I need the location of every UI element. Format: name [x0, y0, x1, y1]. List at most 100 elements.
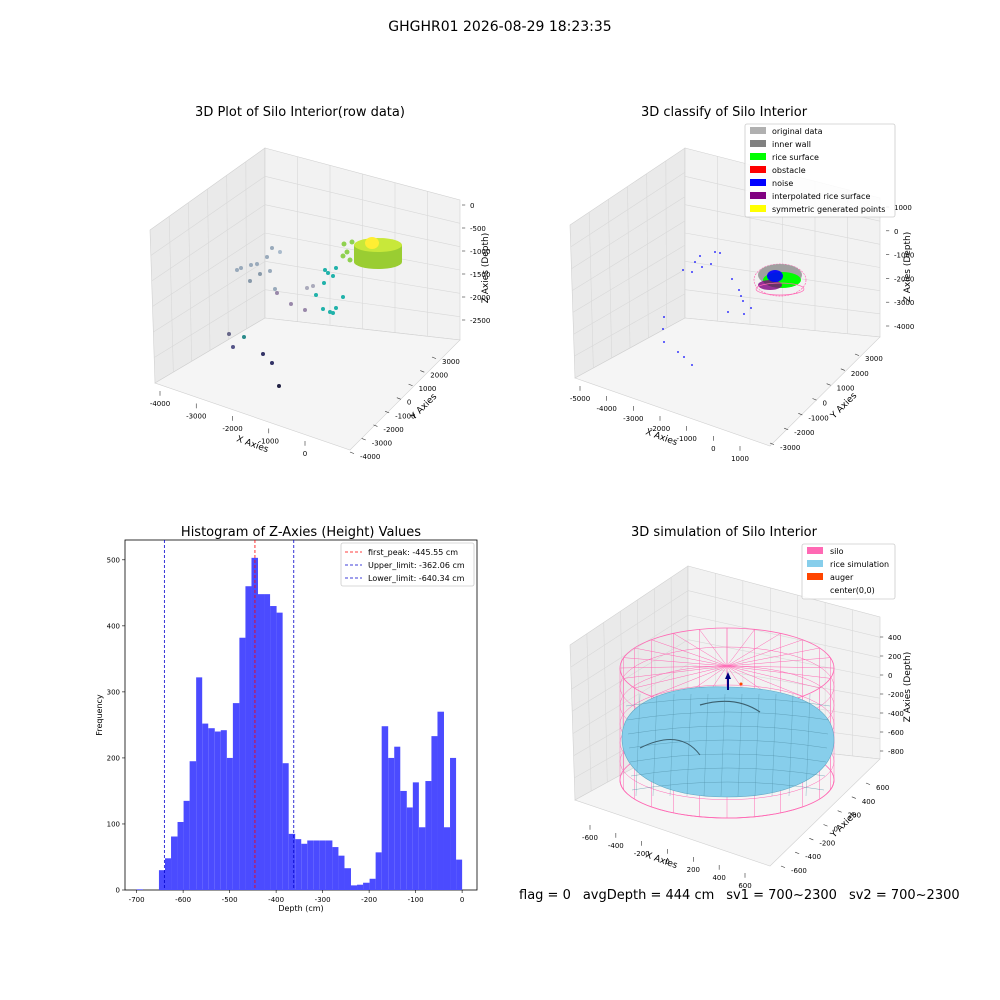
grid-line: [603, 622, 608, 783]
silo-top-spoke: [634, 647, 728, 667]
raw-scatter-point: [303, 308, 307, 312]
silo-top-spoke: [623, 665, 728, 679]
raw-y-ticks: 3000 2000 1000 0 -1000 -2000 -3000 -4000: [349, 356, 460, 461]
raw-scatter-point: [326, 271, 330, 275]
raw-scatter-point: [249, 263, 253, 267]
classify-noise-point: [663, 316, 665, 318]
classify-noise-point: [701, 266, 703, 268]
classify-noise-point: [719, 252, 721, 254]
grid-line: [153, 261, 266, 333]
histogram-bar: [158, 870, 165, 890]
simulation-z-tick-label: 200: [888, 653, 901, 661]
grid-line: [264, 289, 461, 317]
grid-line: [687, 663, 881, 699]
histogram-bar: [363, 882, 370, 890]
simulation-x-axis-label: X Axies: [644, 850, 679, 871]
histogram-bar: [344, 868, 351, 890]
histogram-bar: [239, 637, 246, 890]
histogram-bar: [332, 847, 339, 890]
raw-scatter-point: [261, 352, 265, 356]
classify-noise-core: [767, 270, 783, 282]
classify-z-tick-label: -4000: [894, 323, 914, 331]
histogram-y-tick-label: 400: [107, 622, 120, 630]
histogram-bar: [288, 833, 296, 890]
histogram-bar: [202, 723, 209, 890]
sv1-text: sv1 = 700~2300: [726, 888, 837, 903]
raw-scatter-point: [334, 306, 338, 310]
histogram-y-tick-label: 500: [107, 556, 120, 564]
simulation-y-tick-label: -200: [819, 839, 835, 847]
grid-line: [572, 664, 689, 734]
histogram-bar: [136, 889, 143, 890]
simulation-z-axis-label: Z Axies (Depth): [903, 652, 913, 723]
histogram-x-ticks: -700 -600 -500 -400 -300 -200 -100 0: [129, 890, 464, 904]
histogram-bar: [208, 728, 215, 890]
silo-top-spoke: [651, 639, 728, 667]
classify-y-tick-mark: [854, 353, 860, 356]
panel-raw-3d: 3D Plot of Silo Interior(row data) -4000…: [149, 105, 491, 461]
raw-y-tick-label: 1000: [419, 385, 437, 393]
raw-scatter-point: [258, 272, 262, 276]
grid-line: [264, 176, 461, 224]
auger-tip: [725, 672, 731, 679]
histogram-bar: [325, 840, 333, 890]
raw-y-axis-label: Y Axies: [408, 392, 439, 423]
classify-noise-point: [731, 278, 733, 280]
raw-y-tick-label: -2000: [383, 426, 403, 434]
simulation-legend: silo rice simulation auger center(0,0): [801, 543, 896, 600]
rice-surface-mesh-v: [805, 693, 811, 797]
raw-ring-dot: [344, 249, 350, 255]
classify-noise-point: [691, 271, 693, 273]
classify-y-ticks: 3000 2000 1000 0 -1000 -2000 -3000: [769, 353, 883, 452]
histogram-title: Histogram of Z-Axies (Height) Values: [181, 525, 421, 540]
grid-line: [264, 261, 461, 294]
classify-x-tick-label: -5000: [570, 395, 590, 403]
raw-y-tick-mark: [349, 451, 355, 454]
grid-line: [646, 173, 649, 339]
raw-z-tick-label: 0: [470, 202, 474, 210]
grid-line: [627, 186, 631, 349]
classify-legend-label: obstacle: [772, 166, 806, 175]
raw-scatter-point: [323, 268, 327, 272]
classify-legend-label: original data: [772, 127, 823, 136]
histogram-legend: first_peak: -445.55 cm Upper_limit: -362.…: [340, 542, 475, 587]
classify-x-tick-label: -2000: [650, 425, 670, 433]
classify-y-tick-mark: [784, 427, 789, 431]
grid-line: [684, 289, 881, 315]
histogram-bar: [276, 612, 283, 890]
rice-surface-mesh: [629, 753, 827, 763]
histogram-bar: [264, 594, 271, 890]
grid-line: [264, 204, 461, 247]
raw-scatter-point: [311, 284, 315, 288]
simulation-z-tick-label: 400: [888, 634, 901, 642]
histogram-bar: [437, 711, 444, 890]
classify-y-tick-mark: [769, 442, 775, 445]
classify-noise-point: [714, 251, 716, 253]
simulation-legend-frame: [801, 543, 896, 600]
histogram-bar: [338, 855, 345, 890]
raw-y-tick-label: -4000: [360, 453, 380, 461]
classify-x-tick-label: -4000: [596, 405, 616, 413]
histogram-y-ticks: 0 100 200 300 400 500: [107, 556, 125, 895]
raw-y-tick-mark: [373, 424, 378, 427]
histogram-bar: [196, 677, 203, 890]
histogram-bars: [136, 557, 463, 890]
classify-y-tick-label: 0: [823, 400, 827, 408]
raw-x-tick-label: -3000: [186, 413, 206, 421]
classify-legend: original data inner wall rice surface obsta…: [744, 123, 896, 218]
panel-classify-title: 3D classify of Silo Interior: [641, 105, 808, 120]
histogram-bar: [301, 843, 308, 890]
classify-legend-swatch: [750, 192, 766, 199]
classify-y-tick-label: -3000: [780, 444, 800, 452]
raw-y-tick-mark: [385, 411, 390, 414]
classify-legend-frame: [744, 123, 896, 218]
classify-x-tick-label: 0: [711, 445, 715, 453]
classify-silo-cluster: [753, 263, 807, 297]
histogram-y-axis-label: Frequency: [95, 694, 104, 736]
grid-line: [571, 639, 689, 712]
grid-line: [588, 212, 594, 369]
histogram-x-tick-label: -700: [129, 896, 145, 904]
classify-noise-point: [740, 295, 742, 297]
rice-surface-mesh-v: [788, 693, 794, 797]
raw-scatter-point: [268, 269, 272, 273]
